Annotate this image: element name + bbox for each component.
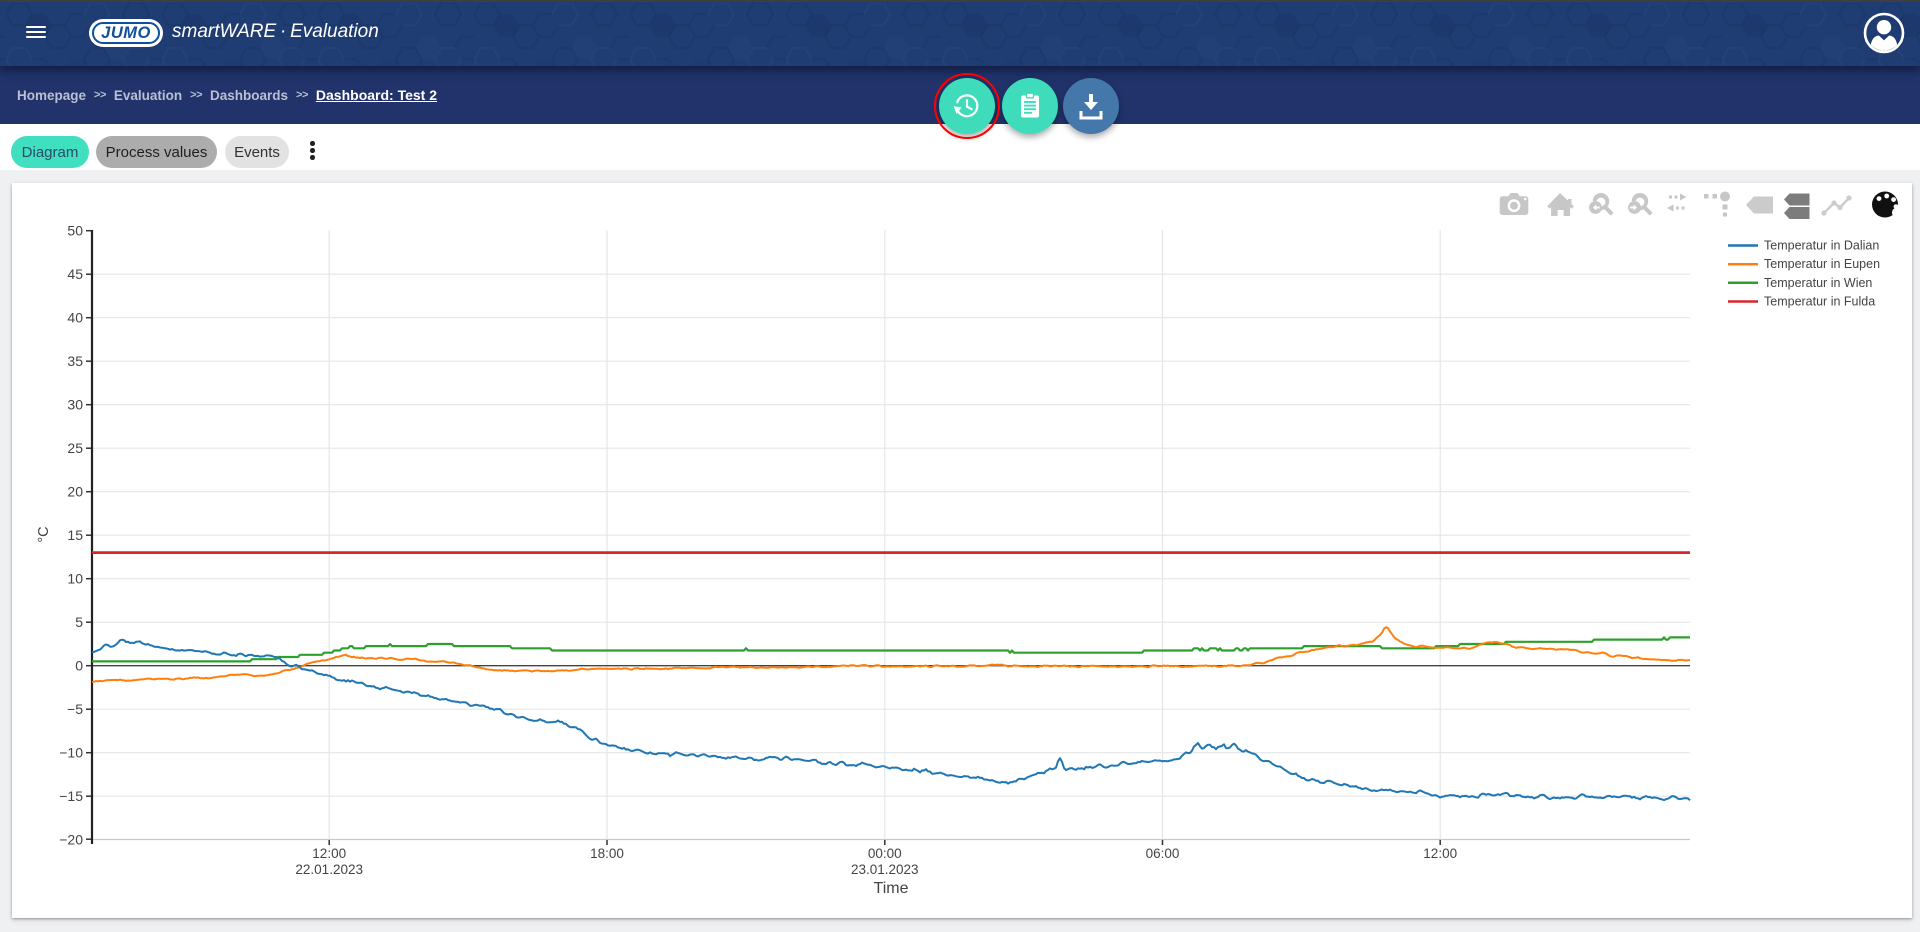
svg-text:°C: °C	[36, 526, 52, 542]
svg-text:5: 5	[75, 614, 83, 630]
svg-text:12:00: 12:00	[312, 846, 346, 861]
svg-text:15: 15	[67, 527, 83, 543]
svg-text:50: 50	[67, 223, 83, 239]
svg-text:−15: −15	[59, 788, 83, 804]
svg-text:10: 10	[67, 571, 83, 587]
svg-text:00:00: 00:00	[868, 846, 902, 861]
svg-text:40: 40	[67, 310, 83, 326]
svg-text:−10: −10	[59, 745, 83, 761]
svg-text:06:00: 06:00	[1146, 846, 1180, 861]
svg-text:22.01.2023: 22.01.2023	[295, 862, 363, 877]
svg-text:−20: −20	[59, 832, 83, 848]
svg-text:−5: −5	[67, 701, 83, 717]
svg-text:25: 25	[67, 440, 83, 456]
svg-text:18:00: 18:00	[590, 846, 624, 861]
svg-text:Time: Time	[874, 880, 909, 897]
svg-text:20: 20	[67, 484, 83, 500]
svg-text:35: 35	[67, 353, 83, 369]
svg-text:45: 45	[67, 266, 83, 282]
svg-text:30: 30	[67, 397, 83, 413]
svg-text:Temperatur in Eupen: Temperatur in Eupen	[1764, 257, 1880, 271]
svg-text:0: 0	[75, 658, 83, 674]
svg-text:Temperatur in Fulda: Temperatur in Fulda	[1764, 295, 1875, 309]
svg-text:23.01.2023: 23.01.2023	[851, 862, 919, 877]
svg-text:Temperatur in Wien: Temperatur in Wien	[1764, 276, 1872, 290]
svg-text:12:00: 12:00	[1423, 846, 1457, 861]
svg-text:Temperatur in Dalian: Temperatur in Dalian	[1764, 239, 1879, 253]
